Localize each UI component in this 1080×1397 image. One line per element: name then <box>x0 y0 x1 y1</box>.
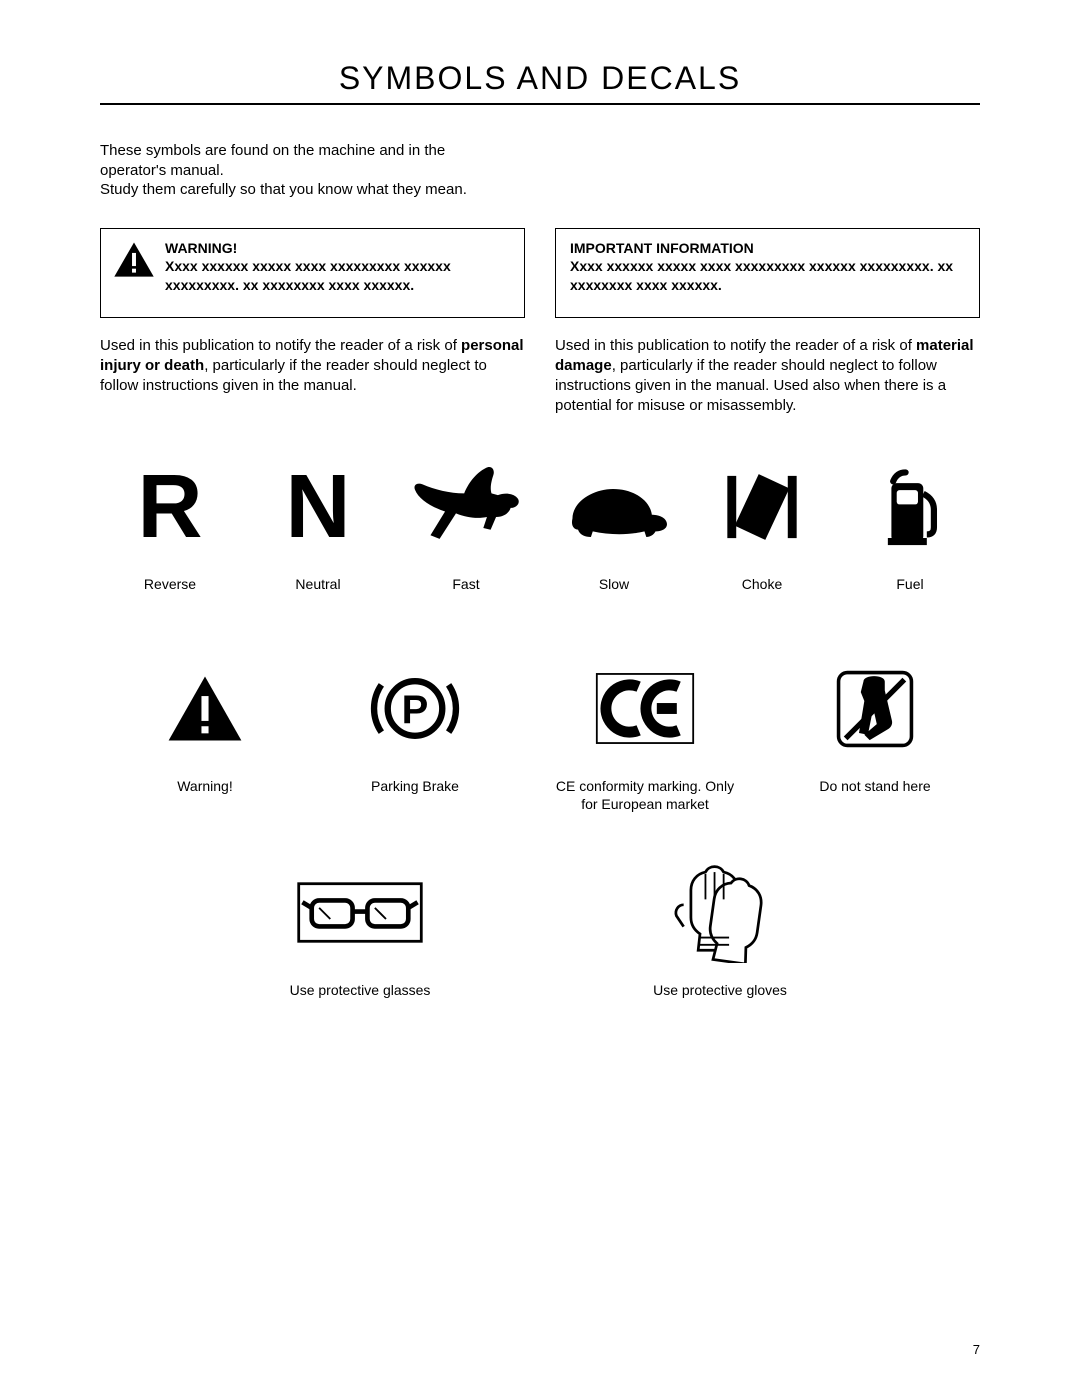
symbol-label: Reverse <box>144 575 196 609</box>
symbol-label: Use protective gloves <box>653 981 787 1015</box>
intro-text: These symbols are found on the machine a… <box>100 141 500 200</box>
warning-body: Xxxx xxxxxx xxxxx xxxx xxxxxxxxx xxxxxx … <box>165 257 512 295</box>
svg-text:P: P <box>402 688 429 732</box>
symbol-label: Slow <box>599 575 629 609</box>
symbol-neutral: N Neutral <box>248 457 388 609</box>
symbol-label: Neutral <box>295 575 340 609</box>
intro-line-2: Study them carefully so that you know wh… <box>100 181 467 198</box>
intro-line-1: These symbols are found on the machine a… <box>100 142 445 179</box>
info-body: Xxxx xxxxxx xxxxx xxxx xxxxxxxxx xxxxxx … <box>570 257 965 295</box>
symbol-label: Warning! <box>177 777 233 811</box>
symbol-grid: R Reverse N Neutral Fast <box>100 457 980 1015</box>
symbol-do-not-stand: Do not stand here <box>805 659 945 813</box>
symbol-warning: Warning! <box>135 659 275 813</box>
symbol-row-1: R Reverse N Neutral Fast <box>100 457 980 609</box>
choke-icon <box>722 457 802 557</box>
symbol-slow: Slow <box>544 457 684 609</box>
ce-icon <box>595 659 695 759</box>
info-explain-pre: Used in this publication to notify the r… <box>555 337 916 354</box>
symbol-reverse: R Reverse <box>100 457 240 609</box>
page: SYMBOLS AND DECALS These symbols are fou… <box>0 0 1080 1397</box>
turtle-icon <box>554 457 674 557</box>
symbol-label: Use protective glasses <box>290 981 431 1015</box>
info-explain: Used in this publication to notify the r… <box>555 336 980 417</box>
symbol-protective-gloves: Use protective gloves <box>620 863 820 1015</box>
title-rule <box>100 103 980 105</box>
fuel-icon <box>879 457 941 557</box>
parking-brake-icon: P <box>365 659 465 759</box>
warning-explain: Used in this publication to notify the r… <box>100 336 525 397</box>
warning-triangle-icon <box>113 241 155 283</box>
warning-box-text: WARNING! Xxxx xxxxxx xxxxx xxxx xxxxxxxx… <box>165 239 512 296</box>
symbol-label: Parking Brake <box>371 777 459 811</box>
warning-column: WARNING! Xxxx xxxxxx xxxxx xxxx xxxxxxxx… <box>100 228 525 417</box>
warning-box: WARNING! Xxxx xxxxxx xxxxx xxxx xxxxxxxx… <box>100 228 525 318</box>
boxes-row: WARNING! Xxxx xxxxxx xxxxx xxxx xxxxxxxx… <box>100 228 980 417</box>
info-column: IMPORTANT INFORMATION Xxxx xxxxxx xxxxx … <box>555 228 980 417</box>
symbol-label: Choke <box>742 575 782 609</box>
symbol-row-3: Use protective glasses <box>100 863 980 1015</box>
symbol-row-2: Warning! P Parking Brake <box>100 659 980 813</box>
symbol-protective-glasses: Use protective glasses <box>260 863 460 1015</box>
warning-explain-pre: Used in this publication to notify the r… <box>100 337 461 354</box>
info-box: IMPORTANT INFORMATION Xxxx xxxxxx xxxxx … <box>555 228 980 318</box>
gloves-icon <box>665 863 775 963</box>
neutral-icon: N <box>286 457 351 557</box>
symbol-parking-brake: P Parking Brake <box>345 659 485 813</box>
reverse-icon: R <box>138 457 203 557</box>
symbol-label: CE conformity marking. Only for European… <box>555 777 735 813</box>
info-heading: IMPORTANT INFORMATION <box>570 239 965 258</box>
symbol-fuel: Fuel <box>840 457 980 609</box>
symbol-choke: Choke <box>692 457 832 609</box>
symbol-label: Fast <box>452 575 479 609</box>
warning-heading: WARNING! <box>165 239 512 258</box>
page-number: 7 <box>973 1342 980 1357</box>
symbol-fast: Fast <box>396 457 536 609</box>
no-stand-icon <box>835 659 915 759</box>
symbol-label: Do not stand here <box>819 777 930 811</box>
symbol-label: Fuel <box>896 575 923 609</box>
rabbit-icon <box>411 457 521 557</box>
symbol-ce-mark: CE conformity marking. Only for European… <box>555 659 735 813</box>
glasses-icon <box>295 863 425 963</box>
page-title: SYMBOLS AND DECALS <box>100 60 980 97</box>
warning-icon <box>165 659 245 759</box>
info-explain-post: , particularly if the reader should negl… <box>555 357 946 415</box>
